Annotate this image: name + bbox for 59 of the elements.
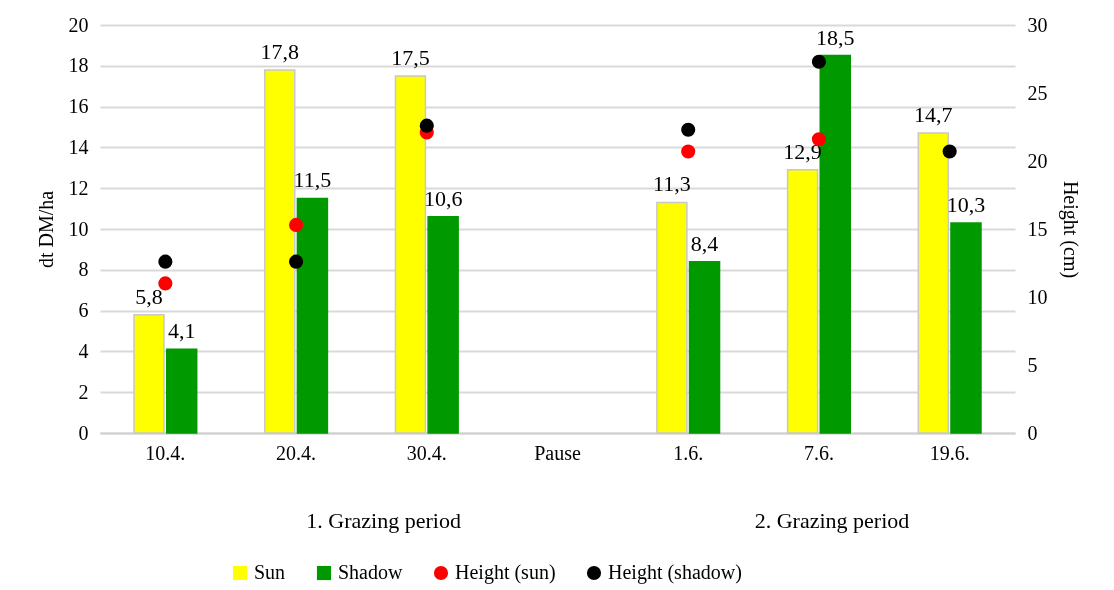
data-label: 8,4 xyxy=(690,230,719,256)
y-axis-title: dt DM/ha xyxy=(34,190,57,269)
x-tick-label: 20.4. xyxy=(276,441,317,464)
legend-label: Height (shadow) xyxy=(608,561,742,584)
bar xyxy=(688,260,721,434)
bar xyxy=(950,222,982,434)
y2-tick-label: 10 xyxy=(1027,285,1048,308)
legend-label: Sun xyxy=(254,561,286,583)
point xyxy=(158,276,173,291)
x-tick-label: Pause xyxy=(534,441,581,464)
y2-tick-label: 5 xyxy=(1027,353,1038,376)
y-tick-label: 0 xyxy=(78,421,89,444)
y2-tick-label: 20 xyxy=(1027,149,1048,172)
data-label: 4,1 xyxy=(167,318,196,344)
y-tick-label: 18 xyxy=(68,54,89,77)
y-tick-label: 14 xyxy=(68,135,89,158)
y-tick-label: 6 xyxy=(78,299,89,322)
x-tick-label: 10.4. xyxy=(145,441,186,464)
data-label: 10,3 xyxy=(946,191,986,217)
point xyxy=(811,54,826,69)
point xyxy=(289,217,304,232)
legend-label: Shadow xyxy=(338,561,403,583)
y-tick-label: 12 xyxy=(68,176,89,199)
data-label: 10,6 xyxy=(423,185,463,211)
bar xyxy=(165,348,198,434)
point xyxy=(289,254,304,269)
bar xyxy=(296,197,329,434)
x-tick-label: 30.4. xyxy=(406,441,447,464)
x-tick-label: 19.6. xyxy=(929,441,970,464)
y2-axis-title: Height (cm) xyxy=(1058,180,1082,279)
point xyxy=(681,122,696,137)
y2-tick-label: 15 xyxy=(1027,217,1048,240)
bar xyxy=(427,216,459,434)
point xyxy=(942,144,957,159)
y-tick-label: 20 xyxy=(68,13,89,36)
point xyxy=(681,144,696,159)
data-label: 14,7 xyxy=(914,102,953,128)
y2-tick-label: 25 xyxy=(1027,81,1048,104)
x-tick-label: 7.6. xyxy=(803,441,834,464)
text: 1. Grazing period xyxy=(306,508,461,533)
point xyxy=(419,118,434,133)
data-label: 11,5 xyxy=(293,167,332,193)
y-tick-label: 10 xyxy=(68,217,89,240)
text: 2. Grazing period xyxy=(754,508,910,533)
data-label: 17,5 xyxy=(391,45,430,70)
y2-tick-label: 30 xyxy=(1027,13,1048,36)
y2-tick-label: 0 xyxy=(1027,421,1038,444)
y-tick-label: 4 xyxy=(78,339,89,362)
point xyxy=(158,254,173,269)
legend-label: Height (sun) xyxy=(455,561,556,584)
data-label: 5,8 xyxy=(135,283,163,309)
data-label: 18,5 xyxy=(816,24,855,50)
bar xyxy=(819,54,852,434)
data-label: 11,3 xyxy=(653,171,691,197)
y-tick-label: 2 xyxy=(78,380,89,403)
x-tick-label: 1.6. xyxy=(673,441,704,464)
y-tick-label: 8 xyxy=(78,258,89,281)
data-label: 17,8 xyxy=(260,38,299,64)
y-tick-label: 16 xyxy=(68,95,89,118)
